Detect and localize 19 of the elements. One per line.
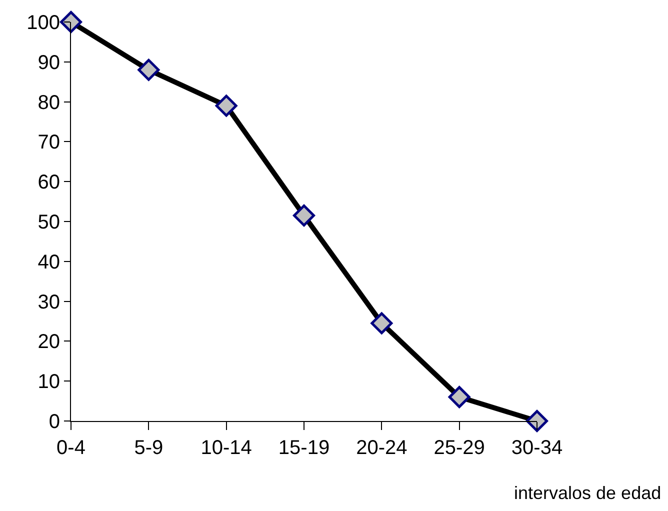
- y-tick-label: 60: [38, 172, 60, 194]
- y-tick-label: 20: [38, 331, 60, 354]
- x-axis-title: intervalos de edad: [514, 483, 662, 503]
- y-tick-label: 0: [48, 411, 60, 433]
- y-tick-label: 100: [26, 12, 60, 34]
- y-tick-label: 40: [38, 251, 60, 274]
- x-tick-label: 20-24: [356, 437, 408, 459]
- y-tick-label: 70: [38, 132, 60, 154]
- x-tick-label: 5-9: [134, 437, 164, 459]
- x-tick-label: 30-34: [511, 437, 563, 459]
- x-tick-label: 0-4: [56, 437, 86, 459]
- x-tick-label: 25-29: [434, 437, 485, 459]
- x-tick-label: 15-19: [278, 437, 330, 459]
- x-tick-label: 10-14: [200, 437, 252, 459]
- y-tick-label: 30: [38, 291, 60, 314]
- y-tick-label: 90: [38, 52, 60, 74]
- y-tick-label: 50: [38, 212, 60, 234]
- y-tick-label: 10: [38, 371, 60, 394]
- y-tick-label: 80: [38, 92, 60, 114]
